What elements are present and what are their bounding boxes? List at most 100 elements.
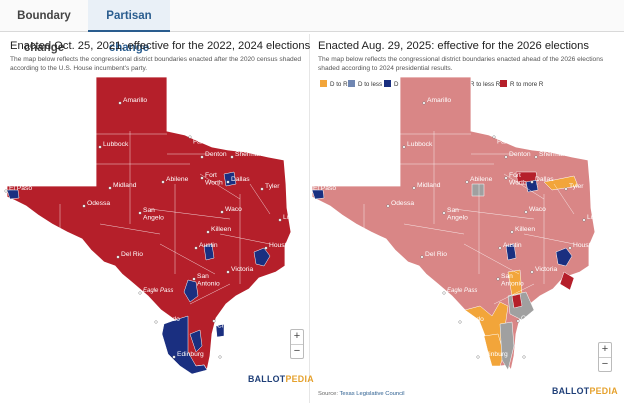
democratic-district-el-paso: [6, 189, 20, 200]
city-label: Houston: [269, 242, 294, 249]
city-label: Amarillo: [427, 97, 451, 104]
city-label: Killeen: [515, 226, 535, 233]
left-zoom-out-button[interactable]: −: [291, 344, 303, 358]
city-label: Odessa: [391, 200, 414, 207]
city-label: Del Rio: [425, 251, 447, 258]
texas-map-2021[interactable]: Amarillo Lubbock Wichita Falls Denton Sherman…: [0, 34, 310, 403]
democratic-district-laredo-south: [189, 329, 203, 353]
city-marker: [212, 319, 216, 323]
city-label: Brownsville: [223, 351, 257, 358]
no-change-district-central: [471, 183, 485, 197]
city-label: Denton: [205, 151, 227, 158]
city-label: Abilene: [166, 176, 189, 183]
logo-part2: PEDIA: [589, 386, 618, 396]
right-panel-title: Enacted Aug. 29, 2025: effective for the…: [318, 40, 589, 52]
city-marker: [420, 255, 424, 259]
legend-label: R to less R: [470, 81, 501, 88]
legend-swatch: [500, 80, 507, 87]
city-label: Victoria: [535, 266, 557, 273]
left-panel-description: The map below reflects the congressional…: [10, 56, 302, 72]
city-marker: [4, 189, 8, 193]
right-zoom-out-button[interactable]: −: [599, 357, 611, 371]
city-label: El Paso: [9, 185, 32, 192]
logo-part1: BALLOT: [248, 374, 286, 384]
democratic-district-houston: [253, 247, 271, 267]
city-label: Sherman: [539, 151, 566, 158]
city-label: Waco: [225, 206, 242, 213]
city-label: San Antonio: [501, 273, 524, 288]
texas-map-2025[interactable]: Amarillo Lubbock Wichita Falls Denton Sherman…: [312, 34, 624, 403]
democratic-district-rio-grande-valley: [161, 315, 208, 375]
texas-state-shape: [312, 76, 596, 372]
source-link[interactable]: Texas Legislative Council: [339, 391, 405, 397]
city-marker: [98, 145, 102, 149]
city-label: Del Rio: [121, 251, 143, 258]
city-label: Laredo: [463, 316, 484, 323]
city-marker: [582, 218, 586, 222]
city-label: Corpus Christi: [217, 315, 239, 330]
city-label: Wichita Falls: [497, 131, 519, 146]
legend-item: D to less D: [348, 80, 388, 90]
city-label: Midland: [417, 182, 441, 189]
legend-swatch: [320, 80, 327, 87]
d-to-more-d-district-el-paso: [312, 189, 325, 200]
city-marker: [510, 230, 514, 234]
city-marker: [524, 210, 528, 214]
legend-label: D to R: [330, 81, 348, 88]
city-marker: [496, 277, 500, 281]
city-marker: [226, 270, 230, 274]
city-label: Houston: [573, 242, 598, 249]
city-marker: [226, 180, 230, 184]
left-zoom-in-button[interactable]: +: [293, 330, 301, 342]
city-label: Wichita Falls: [193, 131, 215, 146]
city-label: Tyler: [265, 183, 280, 190]
city-marker: [108, 186, 112, 190]
right-zoom-in-button[interactable]: +: [601, 343, 609, 355]
city-marker: [138, 291, 142, 295]
democratic-district-san-antonio: [183, 279, 199, 303]
city-label: Killeen: [211, 226, 231, 233]
left-zoom-control: + −: [290, 329, 304, 359]
city-marker: [442, 211, 446, 215]
city-marker: [172, 355, 176, 359]
legend-swatch: [384, 80, 391, 87]
r-to-more-r-district-houston-east: [559, 271, 575, 291]
left-map-panel: Enacted Oct. 25, 2021: effective for the…: [0, 34, 314, 403]
d-to-r-district-valley: [483, 333, 505, 367]
left-ballotpedia-logo[interactable]: BALLOTPEDIA: [248, 374, 314, 384]
city-marker: [230, 155, 234, 159]
map-source: Source: Texas Legislative Council: [318, 391, 405, 397]
right-map-panel: Enacted Aug. 29, 2025: effective for the…: [312, 34, 624, 403]
city-label: Corpus Christi: [521, 315, 543, 330]
city-marker: [498, 246, 502, 250]
city-marker: [82, 204, 86, 208]
city-label: San Angelo: [143, 207, 164, 222]
city-label: Lubbock: [407, 141, 433, 148]
city-label: Lufkin: [587, 214, 605, 221]
city-label: Eagle Pass: [447, 288, 477, 294]
tab-boundary-change[interactable]: Boundary change: [17, 10, 71, 54]
city-label: Lubbock: [103, 141, 129, 148]
city-label: Abilene: [470, 176, 493, 183]
city-label: Lufkin: [283, 214, 301, 221]
city-marker: [568, 246, 572, 250]
city-marker: [206, 230, 210, 234]
right-ballotpedia-logo[interactable]: BALLOTPEDIA: [552, 386, 618, 396]
legend-swatch: [348, 80, 355, 87]
city-label: Tyler: [569, 183, 584, 190]
city-marker: [118, 101, 122, 105]
city-label: Dallas: [231, 176, 250, 183]
legend-item: R to more R: [500, 80, 543, 90]
city-marker: [402, 145, 406, 149]
tab-partisan-change[interactable]: Partisan change: [88, 0, 170, 54]
city-marker: [534, 155, 538, 159]
city-label: Edinburg: [481, 351, 508, 358]
city-marker: [465, 180, 469, 184]
legend-item: D to R: [320, 80, 348, 90]
city-label: Fort Worth: [205, 172, 223, 187]
city-marker: [412, 186, 416, 190]
tab-bar: Boundary change Partisan change: [0, 0, 624, 54]
city-label: San Angelo: [447, 207, 468, 222]
city-label: Midland: [113, 182, 137, 189]
city-marker: [220, 210, 224, 214]
